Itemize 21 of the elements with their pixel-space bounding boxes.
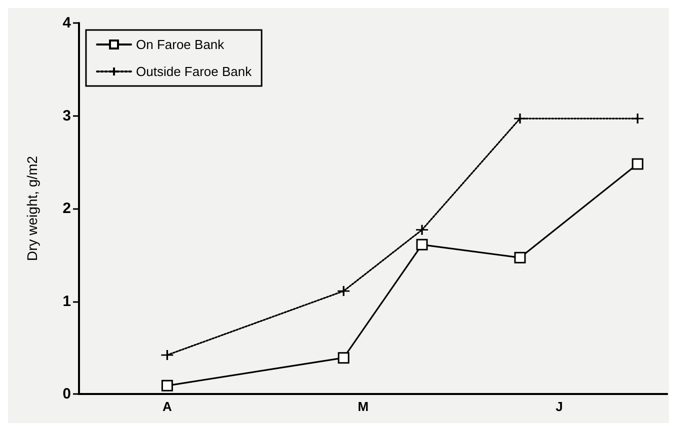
point (514, 252, 526, 264)
y-tick-label: 2 (62, 200, 71, 217)
point (416, 238, 428, 250)
point (338, 352, 350, 364)
x-tick-label: M (358, 399, 369, 414)
point (630, 112, 644, 124)
point (336, 285, 350, 297)
legend-label: On Faroe Bank (136, 37, 225, 52)
legend-label: Outside Faroe Bank (136, 64, 252, 79)
y-tick-label: 3 (62, 107, 71, 124)
y-tick-label: 1 (62, 292, 71, 310)
y-axis-title: Dry weight, g/m2 (24, 156, 40, 262)
x-tick-label: A (162, 399, 173, 414)
point (632, 158, 644, 170)
point (161, 380, 173, 392)
point (160, 349, 174, 361)
x-tick-label: J (556, 399, 563, 414)
point (513, 112, 527, 124)
y-tick-label: 4 (62, 14, 72, 32)
y-tick-label: 0 (62, 386, 71, 402)
point (415, 224, 429, 236)
